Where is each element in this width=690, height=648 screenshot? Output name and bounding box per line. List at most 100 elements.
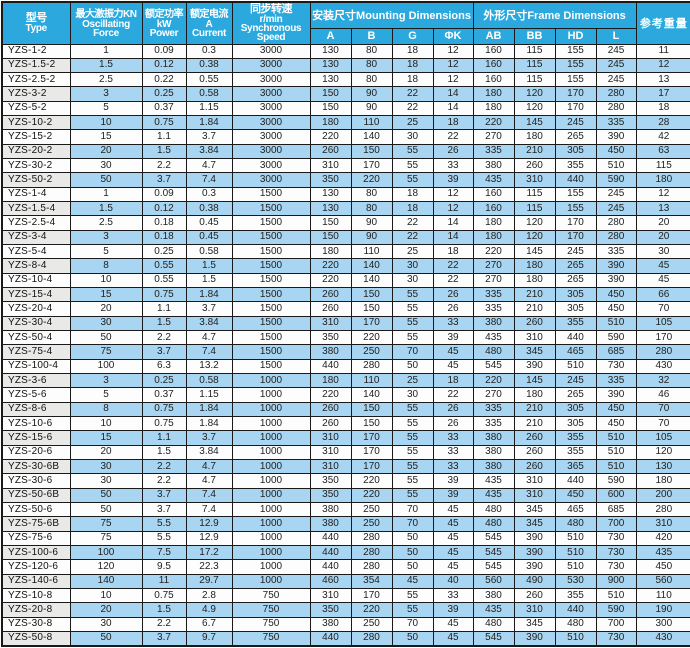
bb-cell: 145 bbox=[513, 373, 556, 389]
type-cell: YZS-140-6 bbox=[1, 573, 71, 589]
header-force: 最大激振力KN Oscillating Force bbox=[69, 1, 143, 45]
power-cell: 1.5 bbox=[141, 143, 187, 160]
table-row: YZS-3-2 3 0.25 0.58 3000 150 90 22 14 180 120 170 28… bbox=[1, 86, 690, 102]
ab-cell: 545 bbox=[472, 630, 515, 647]
ab-cell: 560 bbox=[472, 573, 515, 589]
current-cell: 6.7 bbox=[185, 616, 233, 632]
ab-cell: 435 bbox=[472, 473, 515, 489]
weight-cell: 66 bbox=[635, 287, 690, 303]
current-cell: 3.7 bbox=[185, 430, 233, 446]
bb-cell: 210 bbox=[513, 287, 556, 303]
a-cell: 130 bbox=[309, 186, 352, 203]
power-cell: 0.55 bbox=[141, 258, 187, 274]
b-cell: 170 bbox=[350, 587, 393, 604]
type-cell: YZS-100-4 bbox=[1, 358, 71, 375]
table-row: YZS-10-8 10 0.75 2.8 750 310 170 55 33 380 260 355 5… bbox=[1, 587, 690, 604]
header-power: 额定功率 kW Power bbox=[141, 1, 187, 45]
l-cell: 730 bbox=[595, 559, 637, 575]
bb-cell: 180 bbox=[513, 258, 556, 274]
g-cell: 30 bbox=[391, 387, 434, 403]
force-cell: 10 bbox=[69, 115, 143, 131]
current-cell: 3.7 bbox=[185, 301, 233, 317]
header-type: 型号 Type bbox=[1, 1, 71, 45]
weight-cell: 32 bbox=[635, 373, 690, 389]
type-cell: YZS-20-6 bbox=[1, 444, 71, 461]
table-row: YZS-30-6B 30 2.2 4.7 1000 310 170 55 33 380 260 365… bbox=[1, 459, 690, 475]
power-cell: 0.75 bbox=[141, 587, 187, 604]
header-type-cn: 型号 bbox=[25, 12, 47, 25]
hd-cell: 245 bbox=[554, 115, 597, 131]
hd-cell: 155 bbox=[554, 72, 597, 88]
g-cell: 55 bbox=[391, 416, 434, 432]
type-cell: YZS-3-4 bbox=[1, 229, 71, 246]
force-cell: 1 bbox=[69, 186, 143, 203]
l-cell: 245 bbox=[595, 201, 637, 217]
header-force-en2: Force bbox=[93, 27, 119, 39]
g-cell: 25 bbox=[391, 115, 434, 131]
speed-cell: 3000 bbox=[231, 172, 311, 188]
speed-cell: 1500 bbox=[231, 344, 311, 360]
type-cell: YZS-20-4 bbox=[1, 301, 71, 317]
ab-cell: 160 bbox=[472, 186, 515, 203]
bb-cell: 180 bbox=[513, 272, 556, 289]
a-cell: 380 bbox=[309, 616, 352, 632]
phik-cell: 33 bbox=[432, 430, 474, 446]
g-cell: 30 bbox=[391, 129, 434, 145]
hd-cell: 170 bbox=[554, 229, 597, 246]
l-cell: 245 bbox=[595, 72, 637, 88]
weight-cell: 70 bbox=[635, 401, 690, 418]
table-row: YZS-10-4 10 0.55 1.5 1500 220 140 30 22 270 180 265… bbox=[1, 272, 690, 289]
power-cell: 3.7 bbox=[141, 630, 187, 647]
l-cell: 335 bbox=[595, 373, 637, 389]
b-cell: 354 bbox=[350, 573, 393, 589]
phik-cell: 26 bbox=[432, 416, 474, 432]
type-cell: YZS-30-4 bbox=[1, 315, 71, 332]
g-cell: 70 bbox=[391, 344, 434, 360]
b-cell: 80 bbox=[350, 43, 393, 59]
a-cell: 380 bbox=[309, 516, 352, 532]
bb-cell: 260 bbox=[513, 315, 556, 332]
phik-cell: 12 bbox=[432, 186, 474, 203]
ab-cell: 180 bbox=[472, 215, 515, 231]
bb-cell: 180 bbox=[513, 387, 556, 403]
l-cell: 590 bbox=[595, 602, 637, 618]
bb-cell: 210 bbox=[513, 401, 556, 418]
speed-cell: 1500 bbox=[231, 287, 311, 303]
l-cell: 245 bbox=[595, 186, 637, 203]
power-cell: 0.22 bbox=[141, 72, 187, 88]
g-cell: 55 bbox=[391, 287, 434, 303]
bb-cell: 390 bbox=[513, 544, 556, 561]
g-cell: 70 bbox=[391, 516, 434, 532]
phik-cell: 18 bbox=[432, 244, 474, 260]
bb-cell: 390 bbox=[513, 530, 556, 546]
l-cell: 450 bbox=[595, 416, 637, 432]
phik-cell: 14 bbox=[432, 100, 474, 117]
force-cell: 8 bbox=[69, 258, 143, 274]
current-cell: 3.84 bbox=[185, 315, 233, 332]
type-cell: YZS-10-8 bbox=[1, 587, 71, 604]
table-header: 型号 Type 最大激振力KN Oscillating Force 额定功率 k… bbox=[1, 1, 690, 45]
power-cell: 1.5 bbox=[141, 444, 187, 461]
table-row: YZS-1.5-2 1.5 0.12 0.38 3000 130 80 18 12 160 115 1… bbox=[1, 57, 690, 74]
b-cell: 150 bbox=[350, 287, 393, 303]
weight-cell: 435 bbox=[635, 544, 690, 561]
power-cell: 7.5 bbox=[141, 544, 187, 561]
bb-cell: 490 bbox=[513, 573, 556, 589]
phik-cell: 39 bbox=[432, 602, 474, 618]
g-cell: 45 bbox=[391, 573, 434, 589]
phik-cell: 22 bbox=[432, 129, 474, 145]
power-cell: 0.18 bbox=[141, 229, 187, 246]
weight-cell: 46 bbox=[635, 387, 690, 403]
force-cell: 30 bbox=[69, 616, 143, 632]
b-cell: 250 bbox=[350, 616, 393, 632]
b-cell: 110 bbox=[350, 115, 393, 131]
b-cell: 140 bbox=[350, 258, 393, 274]
type-cell: YZS-10-6 bbox=[1, 416, 71, 432]
table-row: YZS-30-6 30 2.2 4.7 1000 350 220 55 39 435 310 440 5… bbox=[1, 473, 690, 489]
table-row: YZS-120-6 120 9.5 22.3 1000 440 280 50 45 545 390 5… bbox=[1, 559, 690, 575]
current-cell: 4.7 bbox=[185, 158, 233, 174]
table-row: YZS-20-4 20 1.1 3.7 1500 260 150 55 26 335 210 305 4… bbox=[1, 301, 690, 317]
ab-cell: 435 bbox=[472, 602, 515, 618]
force-cell: 30 bbox=[69, 315, 143, 332]
